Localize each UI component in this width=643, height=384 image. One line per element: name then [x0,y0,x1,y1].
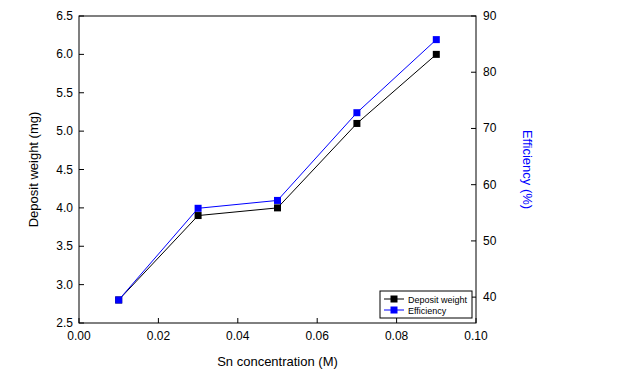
data-point [353,109,360,116]
x-tick-label: 0.06 [306,329,330,343]
series-group [115,36,440,303]
y2-tick-label: 40 [483,290,497,304]
y2-tick-label: 80 [483,65,497,79]
y-tick-label: 5.0 [56,124,73,138]
data-point [433,36,440,43]
y-tick-label: 6.0 [56,47,73,61]
y-tick-label: 5.5 [56,86,73,100]
x-tick-label: 0.08 [385,329,409,343]
x-tick-label: 0.10 [464,329,488,343]
legend-label: Deposit weight [408,295,468,305]
y-tick-label: 4.0 [56,201,73,215]
y-tick [79,284,84,285]
y-axis-title: Deposit weight (mg) [26,112,41,228]
data-point [195,205,202,212]
series-line [119,54,437,300]
legend-marker [391,296,398,303]
x-axis-title: Sn concentration (M) [217,354,338,369]
x-tick [476,318,477,323]
plot-frame [79,16,476,323]
x-tick [158,318,159,323]
y2-tick-label: 50 [483,234,497,248]
y-tick [79,207,84,208]
legend-marker [391,307,398,314]
y2-tick-label: 60 [483,178,497,192]
data-point [274,197,281,204]
y-tick [79,16,84,17]
x-tick [317,318,318,323]
x-tick-label: 0.02 [147,329,171,343]
data-point [274,204,281,211]
legend-label: Efficiency [408,306,447,316]
x-tick-label: 0.00 [67,329,91,343]
y-tick [79,92,84,93]
data-point [115,296,122,303]
y-tick [79,246,84,247]
x-tick-label: 0.04 [226,329,250,343]
y-tick-label: 6.5 [56,9,73,23]
y-tick [79,323,84,324]
y-tick-label: 2.5 [56,316,73,330]
y-tick-label: 3.5 [56,239,73,253]
x-tick [396,318,397,323]
legend: Deposit weightEfficiency [380,291,472,318]
data-point [195,212,202,219]
chart: 0.00 0.02 0.04 0.06 0.08 0.10 2.5 3.0 3.5 4.0 4.5 5… [0,0,643,384]
x-tick [237,318,238,323]
data-point [353,120,360,127]
data-point [115,296,122,303]
y-tick [79,169,84,170]
legend-box [380,291,472,318]
y2-axis-title: Efficiency (%) [520,130,535,209]
series-line [119,40,437,300]
y2-tick [471,184,476,185]
y2-tick [471,240,476,241]
y-tick [79,131,84,132]
x-tick [79,318,80,323]
y-tick-label: 3.0 [56,278,73,292]
y2-tick [471,128,476,129]
y2-tick-label: 70 [483,121,497,135]
y-tick-label: 4.5 [56,163,73,177]
y2-tick [471,72,476,73]
y2-tick [471,16,476,17]
y2-tick-label: 90 [483,9,497,23]
data-point [433,51,440,58]
y-tick [79,54,84,55]
